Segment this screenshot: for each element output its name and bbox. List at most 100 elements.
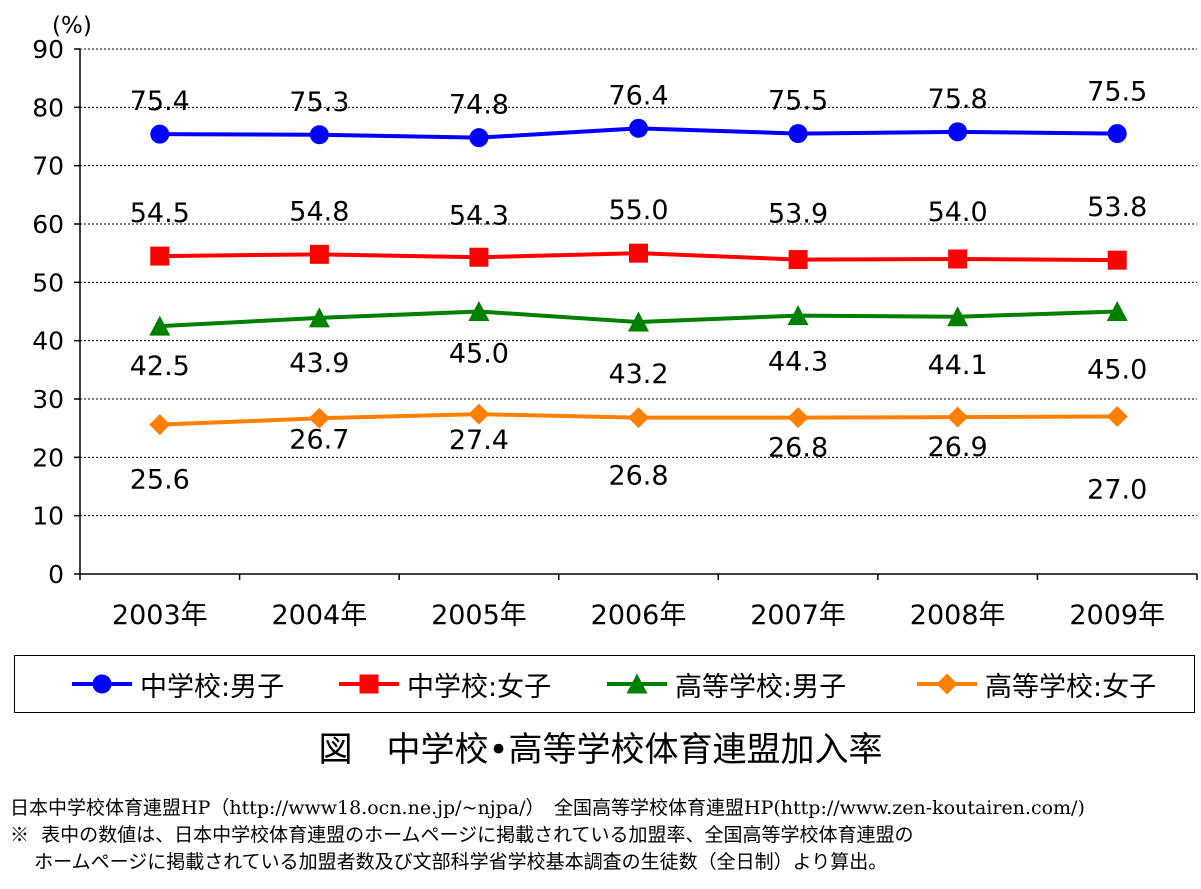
data-point [788, 124, 808, 144]
x-tick-label: 2006年 [591, 600, 687, 631]
data-point [1107, 124, 1127, 144]
data-labels: 75.4 75.3 74.8 76.4 75.5 75.8 75.5 54.5 54.8 54.3… [130, 77, 1148, 506]
source-note: 日本中学校体育連盟HP（http://www18.ocn.ne.jp/~njpa… [10, 797, 1085, 819]
data-point [787, 407, 809, 429]
y-tick-label: 90 [32, 35, 64, 64]
data-point [308, 407, 330, 429]
data-point [468, 403, 490, 425]
legend-swatch [72, 674, 132, 694]
data-label: 76.4 [608, 80, 668, 111]
data-point [1107, 250, 1127, 270]
data-point [947, 406, 969, 428]
data-point [948, 249, 968, 269]
x-tick-labels: 2003年 2004年 2005年 2006年 2007年 2008年 2009年 [112, 600, 1165, 631]
data-label: 45.0 [449, 339, 509, 370]
y-unit-label: (%) [52, 13, 92, 39]
x-tick-label: 2004年 [271, 600, 367, 631]
data-label: 44.3 [768, 347, 828, 378]
legend-swatch [339, 674, 399, 694]
legend-label: 中学校:女子 [407, 671, 552, 703]
data-label: 53.9 [768, 199, 828, 230]
x-tick-label: 2007年 [750, 600, 846, 631]
x-tick-label: 2003年 [112, 600, 208, 631]
axes [74, 48, 1198, 580]
legend: 中学校:男子 中学校:女子 高等学校:男子 高等学校:女子 [14, 655, 1195, 713]
y-tick-labels: 0 10 20 30 40 50 60 70 80 90 [32, 35, 64, 589]
legend-marker [92, 674, 112, 694]
y-tick-label: 70 [32, 152, 64, 181]
legend-label: 中学校:男子 [140, 671, 285, 703]
data-label: 75.4 [130, 86, 190, 117]
data-label: 25.6 [130, 465, 190, 496]
legend-marker [359, 674, 379, 694]
data-point [788, 250, 808, 270]
y-tick-label: 20 [32, 443, 64, 472]
legend-item: 中学校:女子 [337, 656, 551, 712]
x-tick-label: 2009年 [1069, 600, 1165, 631]
legend-item: 中学校:男子 [70, 656, 284, 712]
legend-swatch [607, 673, 667, 694]
legend-item: 高等学校:男子 [605, 656, 846, 712]
data-point [309, 244, 329, 264]
y-tick-label: 80 [32, 93, 64, 122]
legend-marker [936, 673, 958, 695]
remark-note-line2: ホームページに掲載されている加盟者数及び文部科学省学校基本調査の生徒数（全日制）… [10, 851, 888, 873]
data-point [150, 124, 170, 144]
legend-swatch [917, 673, 977, 695]
series-4 [149, 403, 1128, 436]
data-label: 75.5 [1087, 77, 1147, 108]
y-tick-label: 10 [32, 502, 64, 531]
data-point [628, 407, 649, 429]
series-3 [149, 301, 1128, 336]
data-label: 26.8 [768, 433, 828, 464]
data-label: 75.3 [289, 87, 349, 118]
y-tick-label: 50 [32, 268, 64, 297]
data-label: 45.0 [1087, 355, 1147, 386]
remark-note-line1: ※ 表中の数値は、日本中学校体育連盟のホームページに掲載されている加盟率、全国高… [10, 824, 914, 846]
y-tick-label: 40 [32, 327, 64, 356]
x-tick-label: 2005年 [431, 600, 527, 631]
data-point [149, 315, 171, 336]
data-label: 75.5 [768, 86, 828, 117]
data-label: 54.3 [449, 200, 509, 231]
legend-marker [626, 673, 648, 694]
data-point [948, 122, 968, 142]
y-tick-label: 30 [32, 385, 64, 414]
data-point [1106, 406, 1128, 427]
data-label: 54.8 [289, 196, 349, 227]
data-label: 53.8 [1087, 192, 1147, 223]
data-label: 55.0 [608, 195, 668, 226]
x-tick-label: 2008年 [910, 600, 1006, 631]
data-point [469, 128, 489, 148]
series-2 [150, 243, 1127, 270]
data-label: 43.9 [289, 348, 349, 379]
data-point [469, 247, 489, 267]
data-label: 27.4 [449, 425, 509, 456]
figure-title: 図 中学校•高等学校体育連盟加入率 [318, 730, 883, 770]
y-tick-label: 60 [32, 210, 64, 239]
data-label: 43.2 [608, 359, 668, 390]
data-label: 74.8 [449, 90, 509, 121]
data-label: 75.8 [928, 84, 988, 115]
legend-label: 高等学校:女子 [985, 671, 1157, 703]
data-label: 44.1 [928, 350, 988, 381]
data-point [468, 301, 490, 321]
data-point [309, 125, 329, 145]
data-label: 26.9 [928, 432, 988, 463]
line-chart: 0 10 20 30 40 50 60 70 80 90 2003年 2004年 2005年 2006年… [32, 13, 1198, 631]
data-point [629, 243, 648, 263]
data-label: 54.0 [928, 197, 988, 228]
data-point [629, 118, 648, 138]
data-point [628, 311, 649, 332]
data-label: 26.7 [289, 424, 349, 455]
series-1 [150, 118, 1127, 148]
data-label: 42.5 [130, 351, 190, 382]
data-label: 27.0 [1087, 475, 1147, 506]
y-tick-label: 0 [48, 560, 64, 589]
data-point [150, 246, 170, 266]
data-point [787, 305, 809, 326]
legend-item: 高等学校:女子 [915, 656, 1156, 712]
legend-label: 高等学校:男子 [675, 671, 847, 703]
data-point [1106, 301, 1128, 321]
data-point [308, 307, 330, 328]
